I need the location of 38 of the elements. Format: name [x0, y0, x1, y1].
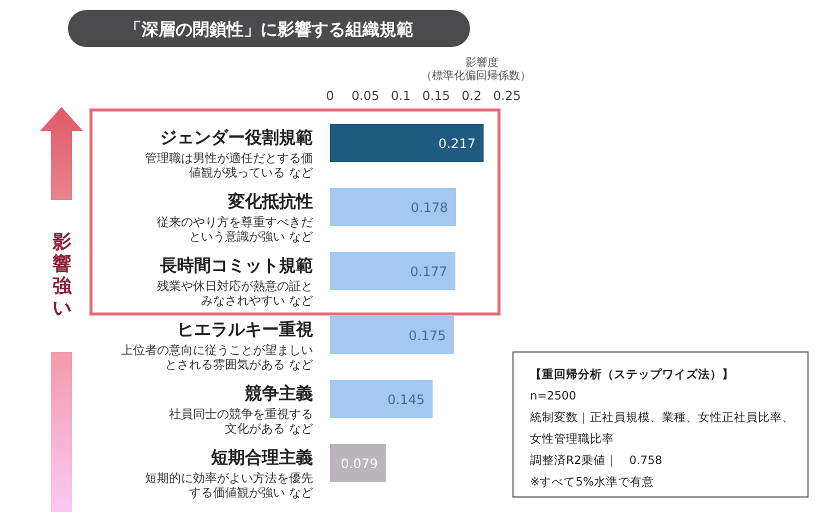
- data-label: 0.178: [410, 201, 448, 216]
- y-tick-label: 変化抵抗性: [227, 192, 313, 212]
- y-tick-label: 長時間コミット規範: [159, 256, 313, 276]
- bar: [330, 316, 454, 354]
- data-label: 0.079: [340, 457, 378, 472]
- text: 従来のやり方を尊重すべきだという意識が強い など: [157, 215, 313, 244]
- x-axis-title: 影響度（標準化偏回帰係数）: [421, 56, 531, 82]
- y-tick-label: 競争主義: [244, 384, 313, 404]
- y-tick-label: ヒエラルキー重視: [177, 320, 313, 340]
- x-tick-label: 0: [326, 88, 334, 103]
- bar: [330, 188, 456, 226]
- bar: [330, 444, 386, 482]
- x-tick-label: 0.2: [462, 88, 482, 103]
- bar: [330, 380, 433, 418]
- bar: [330, 252, 456, 290]
- text: 上位者の意向に従うことが望ましいとされる雰囲気がある など: [121, 343, 313, 372]
- x-tick-label: 0.15: [422, 88, 450, 103]
- data-label: 0.175: [408, 329, 446, 344]
- text: n=2500: [530, 388, 576, 402]
- text: 短期的に効率がよい方法を優先する価値観が強い など: [145, 471, 313, 500]
- data-label: 0.217: [438, 137, 476, 152]
- text: 管理職は男性が適任だとする価値観が残っている など: [145, 151, 313, 180]
- chart-title: 「深層の閉鎖性」に影響する組織規範: [124, 20, 414, 40]
- y-tick-label: 短期合理主義: [210, 448, 313, 468]
- text: 統制変数｜正社員規模、業種、女性正社員比率、女性管理職比率: [530, 410, 794, 446]
- text: 残業や休日対応が熱意の証とみなされやすい など: [157, 279, 313, 308]
- text: 【重回帰分析（ステップワイズ法）】: [530, 367, 734, 381]
- x-tick-label: 0.05: [351, 88, 380, 103]
- data-label: 0.145: [387, 393, 425, 408]
- x-tick-label: 0.1: [390, 88, 411, 103]
- text: 調整済R2乗値｜ 0.758: [530, 453, 662, 467]
- x-tick-label: 0.25: [493, 88, 521, 103]
- text: ※すべて5%水準で有意: [530, 474, 654, 488]
- y-tick-label: ジェンダー役割規範: [160, 128, 313, 148]
- text: 社員同士の競争を重視する文化がある など: [169, 407, 313, 436]
- text: 影響強い: [52, 231, 72, 319]
- data-label: 0.177: [410, 265, 448, 280]
- bar: [330, 124, 484, 162]
